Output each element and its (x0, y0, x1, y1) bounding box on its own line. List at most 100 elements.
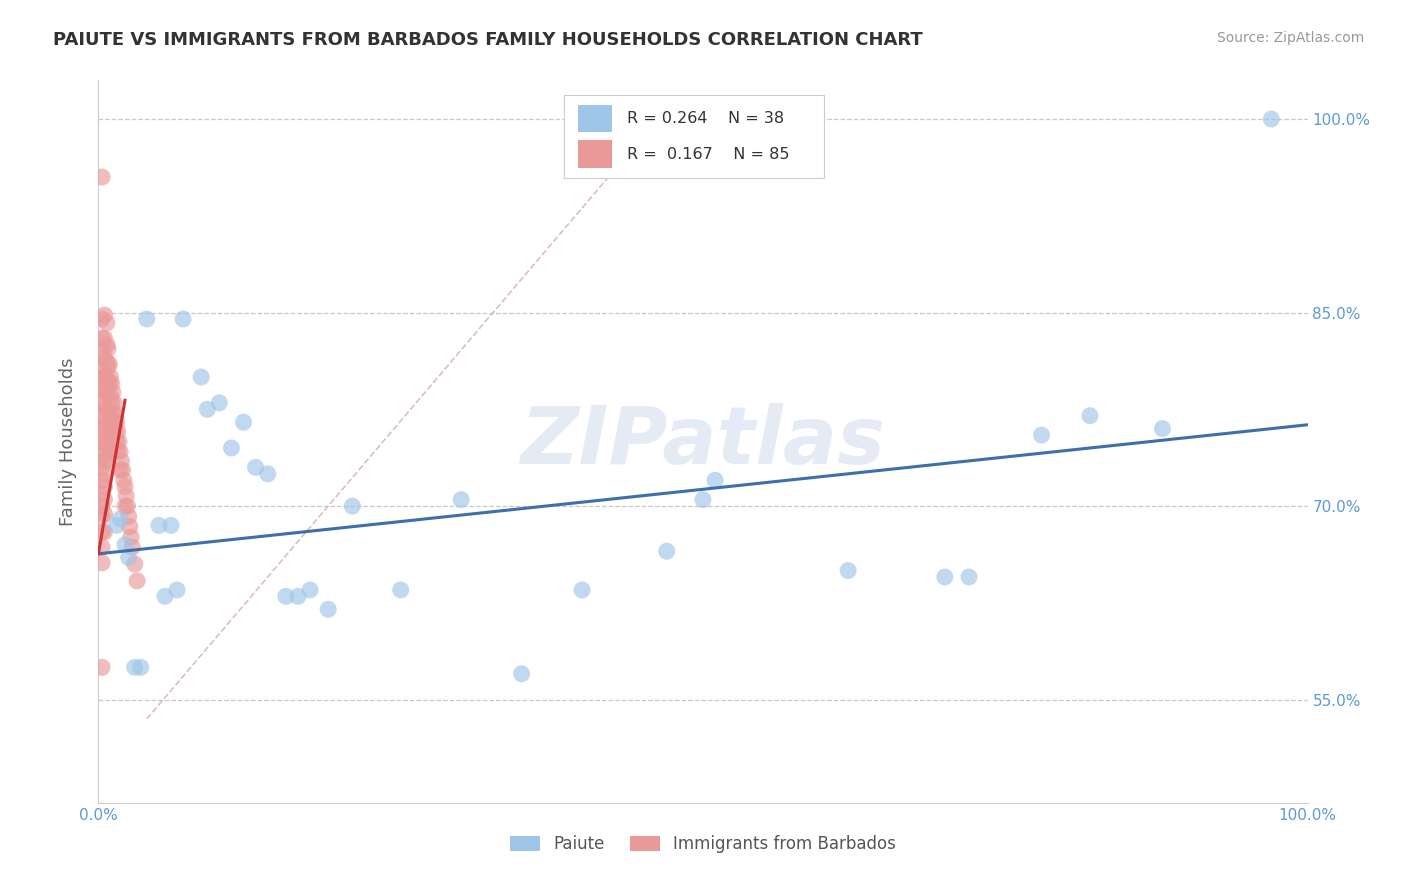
Point (91, 383, 114, 397)
Point (124, 557, 146, 571)
Point (91, 499, 114, 513)
Point (105, 415, 128, 429)
Point (93, 524, 115, 539)
Point (389, 582, 412, 597)
Text: Source: ZipAtlas.com: Source: ZipAtlas.com (1216, 31, 1364, 45)
Point (172, 312, 194, 326)
Point (93, 507, 115, 521)
Point (98, 376, 121, 391)
Point (160, 518, 183, 533)
Point (274, 590, 297, 604)
Point (129, 660, 152, 674)
Point (135, 312, 157, 326)
Bar (578, 140, 613, 168)
Point (91, 344, 114, 359)
Point (105, 518, 128, 533)
Point (91, 169, 114, 184)
Point (93, 351, 115, 365)
Point (107, 443, 129, 458)
Point (93, 411, 115, 425)
Point (96, 354, 118, 368)
Point (115, 489, 138, 503)
Point (148, 518, 170, 533)
Point (93, 331, 115, 345)
Point (97, 359, 120, 374)
Point (103, 415, 125, 429)
Point (287, 590, 309, 604)
Point (93, 308, 115, 322)
Legend: Paiute, Immigrants from Barbados: Paiute, Immigrants from Barbados (503, 828, 903, 860)
Point (91, 660, 114, 674)
Point (91, 359, 114, 374)
Point (93, 480, 115, 494)
Point (195, 402, 218, 417)
Point (96, 385, 118, 400)
Point (450, 492, 472, 507)
Point (166, 582, 188, 597)
Point (104, 424, 127, 438)
Point (108, 434, 131, 449)
Point (934, 570, 956, 584)
Point (111, 463, 134, 477)
Point (91, 541, 114, 555)
Point (96, 370, 118, 384)
Point (232, 415, 254, 429)
Point (96, 419, 118, 434)
Point (96, 402, 118, 417)
Point (221, 441, 243, 455)
Text: R = 0.264    N = 38: R = 0.264 N = 38 (627, 111, 785, 126)
Point (118, 519, 141, 533)
Point (114, 480, 136, 494)
Point (190, 370, 212, 384)
Point (100, 376, 122, 391)
Point (107, 424, 129, 438)
Point (510, 666, 533, 681)
Point (100, 396, 122, 410)
Point (91, 556, 114, 570)
Point (1260, 112, 1282, 126)
Point (692, 492, 714, 507)
Point (91, 524, 114, 539)
Point (91, 486, 114, 500)
Point (93, 426, 115, 441)
Point (208, 396, 231, 410)
Point (91, 370, 114, 384)
Point (837, 564, 859, 578)
Text: PAIUTE VS IMMIGRANTS FROM BARBADOS FAMILY HOUSEHOLDS CORRELATION CHART: PAIUTE VS IMMIGRANTS FROM BARBADOS FAMIL… (53, 31, 924, 49)
Point (93, 467, 115, 481)
Point (655, 544, 678, 558)
Point (96, 437, 118, 451)
Point (571, 582, 593, 597)
Point (98, 357, 121, 371)
Point (93, 441, 115, 455)
Point (1078, 409, 1101, 423)
Point (120, 530, 142, 544)
Point (108, 512, 131, 526)
Point (91, 312, 114, 326)
FancyBboxPatch shape (564, 95, 824, 178)
Point (93, 383, 115, 397)
Point (91, 473, 114, 487)
Point (96, 316, 118, 330)
Point (97, 376, 120, 391)
Point (114, 538, 136, 552)
Point (121, 541, 143, 555)
Point (96, 454, 118, 468)
Point (97, 342, 120, 356)
Point (103, 396, 125, 410)
Point (108, 445, 131, 459)
Point (110, 454, 132, 468)
Y-axis label: Family Households: Family Households (59, 358, 77, 525)
Point (117, 499, 139, 513)
Point (91, 409, 114, 423)
Point (105, 434, 128, 449)
Point (100, 409, 122, 423)
Point (112, 473, 135, 487)
Point (93, 398, 115, 412)
Text: R =  0.167    N = 85: R = 0.167 N = 85 (627, 146, 789, 161)
Point (299, 582, 322, 597)
Point (316, 602, 339, 616)
Point (96, 338, 118, 352)
Point (100, 445, 122, 459)
Point (100, 415, 122, 429)
